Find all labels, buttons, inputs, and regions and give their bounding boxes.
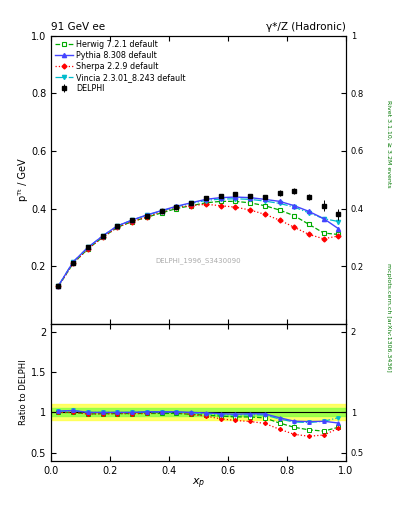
Sherpa 2.2.9 default — [56, 283, 61, 289]
Sherpa 2.2.9 default — [248, 207, 252, 213]
Sherpa 2.2.9 default — [174, 204, 179, 210]
Line: Pythia 8.308 default: Pythia 8.308 default — [56, 195, 341, 288]
Herwig 7.2.1 default — [307, 221, 311, 227]
Sherpa 2.2.9 default — [100, 234, 105, 241]
Text: mcplots.cern.ch [arXiv:1306.3436]: mcplots.cern.ch [arXiv:1306.3436] — [386, 263, 391, 372]
Sherpa 2.2.9 default — [145, 214, 149, 220]
Pythia 8.308 default — [56, 283, 61, 289]
Vincia 2.3.01_8.243 default — [248, 196, 252, 202]
Vincia 2.3.01_8.243 default — [263, 198, 267, 204]
Text: Rivet 3.1.10, ≥ 3.2M events: Rivet 3.1.10, ≥ 3.2M events — [386, 99, 391, 187]
Pythia 8.308 default — [248, 195, 252, 201]
Sherpa 2.2.9 default — [130, 219, 134, 225]
Pythia 8.308 default — [263, 196, 267, 202]
Line: Vincia 2.3.01_8.243 default: Vincia 2.3.01_8.243 default — [56, 197, 341, 288]
Herwig 7.2.1 default — [56, 283, 61, 289]
Legend: Herwig 7.2.1 default, Pythia 8.308 default, Sherpa 2.2.9 default, Vincia 2.3.01_: Herwig 7.2.1 default, Pythia 8.308 defau… — [53, 38, 187, 95]
Sherpa 2.2.9 default — [292, 224, 297, 230]
Vincia 2.3.01_8.243 default — [321, 216, 326, 222]
Herwig 7.2.1 default — [159, 210, 164, 216]
Sherpa 2.2.9 default — [159, 208, 164, 215]
Pythia 8.308 default — [100, 233, 105, 239]
Vincia 2.3.01_8.243 default — [100, 233, 105, 239]
Text: DELPHI_1996_S3430090: DELPHI_1996_S3430090 — [156, 257, 241, 264]
Herwig 7.2.1 default — [233, 198, 238, 204]
Herwig 7.2.1 default — [263, 203, 267, 209]
Vincia 2.3.01_8.243 default — [115, 223, 120, 229]
Herwig 7.2.1 default — [189, 203, 193, 209]
Sherpa 2.2.9 default — [71, 260, 75, 266]
Vincia 2.3.01_8.243 default — [307, 210, 311, 216]
Vincia 2.3.01_8.243 default — [233, 196, 238, 202]
Pythia 8.308 default — [218, 195, 223, 201]
Vincia 2.3.01_8.243 default — [159, 208, 164, 214]
Herwig 7.2.1 default — [145, 214, 149, 220]
Vincia 2.3.01_8.243 default — [277, 200, 282, 206]
Sherpa 2.2.9 default — [336, 233, 341, 239]
Vincia 2.3.01_8.243 default — [292, 204, 297, 210]
Herwig 7.2.1 default — [336, 231, 341, 238]
Pythia 8.308 default — [307, 208, 311, 215]
Sherpa 2.2.9 default — [115, 224, 120, 230]
Pythia 8.308 default — [145, 212, 149, 218]
Text: γ*/Z (Hadronic): γ*/Z (Hadronic) — [266, 22, 346, 32]
Vincia 2.3.01_8.243 default — [189, 200, 193, 206]
Herwig 7.2.1 default — [174, 205, 179, 211]
Pythia 8.308 default — [174, 203, 179, 209]
Pythia 8.308 default — [204, 196, 208, 202]
Sherpa 2.2.9 default — [233, 204, 238, 210]
Vincia 2.3.01_8.243 default — [174, 204, 179, 210]
Vincia 2.3.01_8.243 default — [130, 217, 134, 223]
Sherpa 2.2.9 default — [321, 236, 326, 242]
Pythia 8.308 default — [321, 216, 326, 222]
Pythia 8.308 default — [71, 259, 75, 265]
Pythia 8.308 default — [130, 217, 134, 223]
Vincia 2.3.01_8.243 default — [336, 219, 341, 225]
Herwig 7.2.1 default — [321, 230, 326, 236]
Text: 91 GeV ee: 91 GeV ee — [51, 22, 105, 32]
Pythia 8.308 default — [233, 194, 238, 200]
Sherpa 2.2.9 default — [307, 231, 311, 238]
Line: Herwig 7.2.1 default: Herwig 7.2.1 default — [56, 199, 341, 288]
Sherpa 2.2.9 default — [218, 203, 223, 209]
Pythia 8.308 default — [292, 203, 297, 209]
Line: Sherpa 2.2.9 default: Sherpa 2.2.9 default — [57, 203, 340, 288]
Herwig 7.2.1 default — [100, 234, 105, 241]
Y-axis label: pᵀᵗ / GeV: pᵀᵗ / GeV — [18, 159, 28, 201]
Herwig 7.2.1 default — [130, 219, 134, 225]
Sherpa 2.2.9 default — [204, 201, 208, 207]
Y-axis label: Ratio to DELPHI: Ratio to DELPHI — [19, 359, 28, 425]
Herwig 7.2.1 default — [115, 224, 120, 230]
Herwig 7.2.1 default — [248, 200, 252, 206]
Herwig 7.2.1 default — [86, 246, 90, 252]
Pythia 8.308 default — [159, 207, 164, 214]
Pythia 8.308 default — [115, 223, 120, 229]
Sherpa 2.2.9 default — [86, 246, 90, 252]
Herwig 7.2.1 default — [218, 198, 223, 204]
Vincia 2.3.01_8.243 default — [86, 244, 90, 250]
Sherpa 2.2.9 default — [189, 203, 193, 209]
Herwig 7.2.1 default — [277, 207, 282, 213]
Vincia 2.3.01_8.243 default — [145, 212, 149, 218]
Herwig 7.2.1 default — [204, 200, 208, 206]
Pythia 8.308 default — [86, 244, 90, 250]
Sherpa 2.2.9 default — [263, 211, 267, 218]
Pythia 8.308 default — [189, 200, 193, 206]
X-axis label: $x_p$: $x_p$ — [192, 477, 205, 492]
Vincia 2.3.01_8.243 default — [71, 259, 75, 265]
Herwig 7.2.1 default — [71, 260, 75, 266]
Sherpa 2.2.9 default — [277, 217, 282, 223]
Herwig 7.2.1 default — [292, 212, 297, 219]
Vincia 2.3.01_8.243 default — [218, 196, 223, 202]
Pythia 8.308 default — [336, 226, 341, 232]
Vincia 2.3.01_8.243 default — [204, 198, 208, 204]
Pythia 8.308 default — [277, 198, 282, 204]
Vincia 2.3.01_8.243 default — [56, 283, 61, 289]
